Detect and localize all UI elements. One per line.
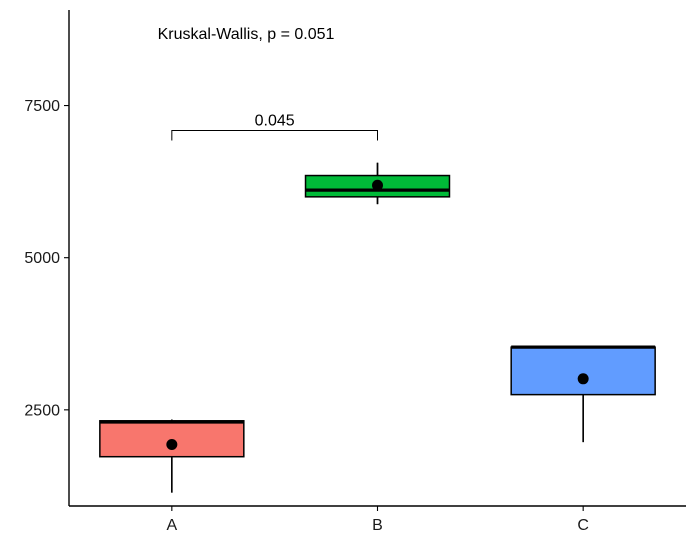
y-tick-label: 5000 xyxy=(24,250,60,267)
box xyxy=(510,346,656,396)
y-tick-label: 2500 xyxy=(24,402,60,419)
box xyxy=(99,420,245,458)
y-axis: 2500 5000 7500 xyxy=(24,10,70,506)
x-tick-label: C xyxy=(577,517,589,534)
x-tick-label: B xyxy=(372,517,383,534)
comparison-p-value: 0.045 xyxy=(255,113,295,130)
box-group-a xyxy=(99,419,245,493)
mean-point xyxy=(166,439,178,451)
mean-point xyxy=(577,373,589,385)
boxes xyxy=(99,162,656,493)
kruskal-wallis-label: Kruskal-Wallis, p = 0.051 xyxy=(158,26,335,43)
comparison-brackets: 0.045 xyxy=(171,113,378,141)
box-group-b xyxy=(304,162,451,205)
y-tick-label: 7500 xyxy=(24,98,60,115)
box-group-c xyxy=(510,345,656,443)
x-axis: A B C xyxy=(69,505,686,534)
comparison-bracket xyxy=(171,130,378,141)
x-tick-label: A xyxy=(166,517,177,534)
mean-point xyxy=(372,179,383,191)
